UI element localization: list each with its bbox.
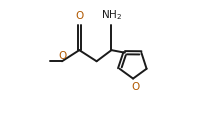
Text: O: O <box>131 82 140 92</box>
Text: NH$_2$: NH$_2$ <box>101 8 122 22</box>
Text: O: O <box>75 11 83 21</box>
Text: O: O <box>58 51 66 61</box>
